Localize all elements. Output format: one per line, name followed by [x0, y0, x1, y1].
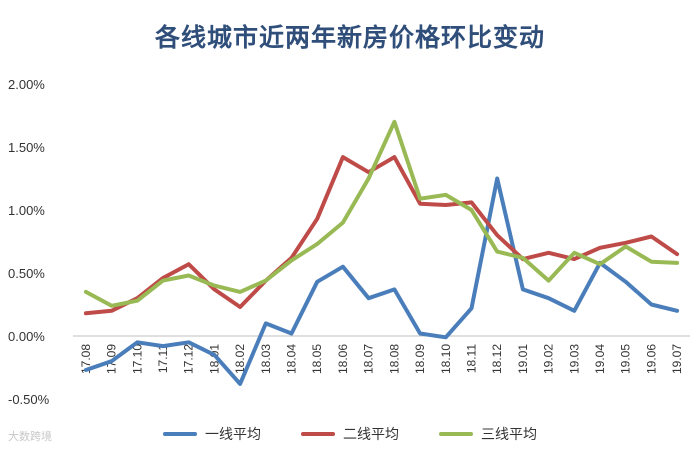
legend-label-tier2: 二线平均	[343, 427, 399, 443]
x-tick-label: 17.11	[156, 344, 170, 373]
x-tick-label: 18.08	[387, 344, 401, 374]
x-tick-label: 18.10	[439, 344, 453, 374]
legend-swatch-tier3	[439, 432, 473, 436]
x-tick-label: 18.05	[310, 344, 324, 374]
legend-label-tier3: 三线平均	[481, 427, 537, 443]
x-tick-label: 18.06	[336, 344, 350, 374]
y-tick-label: 1.50%	[8, 140, 45, 155]
x-tick-label: 19.02	[542, 344, 556, 374]
chart-legend: 一线平均 二线平均 三线平均	[0, 424, 700, 444]
legend-swatch-tier2	[301, 432, 335, 436]
legend-item-tier2: 二线平均	[301, 424, 399, 444]
series-layer	[83, 119, 680, 386]
x-tick-label: 19.06	[644, 344, 658, 374]
legend-item-tier3: 三线平均	[439, 424, 537, 444]
x-tick-label: 18.11	[464, 344, 478, 373]
x-tick-label: 19.01	[516, 344, 530, 374]
x-tick-label: 18.12	[490, 344, 504, 374]
x-tick-label: 19.07	[670, 344, 684, 374]
y-tick-label: 2.00%	[8, 77, 45, 92]
x-tick-label: 17.12	[182, 344, 196, 374]
x-tick-label: 18.03	[259, 344, 273, 374]
chart-title: 各线城市近两年新房价格环比变动	[154, 23, 545, 52]
legend-swatch-tier1	[163, 432, 197, 436]
y-tick-label: 0.50%	[8, 266, 45, 281]
y-tick-label: 1.00%	[8, 203, 45, 218]
legend-item-tier1: 一线平均	[163, 424, 261, 444]
watermark-logo: 大数跨境	[8, 430, 52, 443]
tick-label-layer: 2.00%1.50%1.00%0.50%0.00%-0.50%17.08 17.0…	[8, 77, 684, 407]
x-tick-label: 19.05	[619, 344, 633, 374]
y-tick-label: -0.50%	[8, 392, 50, 407]
y-tick-label: 0.00%	[8, 329, 45, 344]
series-line-3	[83, 119, 680, 308]
series-line-2	[83, 155, 680, 316]
x-tick-label: 17.08	[79, 344, 93, 374]
x-tick-label: 18.07	[362, 344, 376, 374]
x-tick-label: 19.03	[567, 344, 581, 374]
legend-label-tier1: 一线平均	[205, 427, 261, 443]
series-line-1	[83, 176, 680, 386]
x-tick-label: 19.04	[593, 344, 607, 374]
x-tick-label: 17.10	[130, 344, 144, 374]
x-tick-label: 18.04	[285, 344, 299, 374]
x-tick-label: 18.09	[413, 344, 427, 374]
x-tick-label: 18.02	[233, 344, 247, 374]
